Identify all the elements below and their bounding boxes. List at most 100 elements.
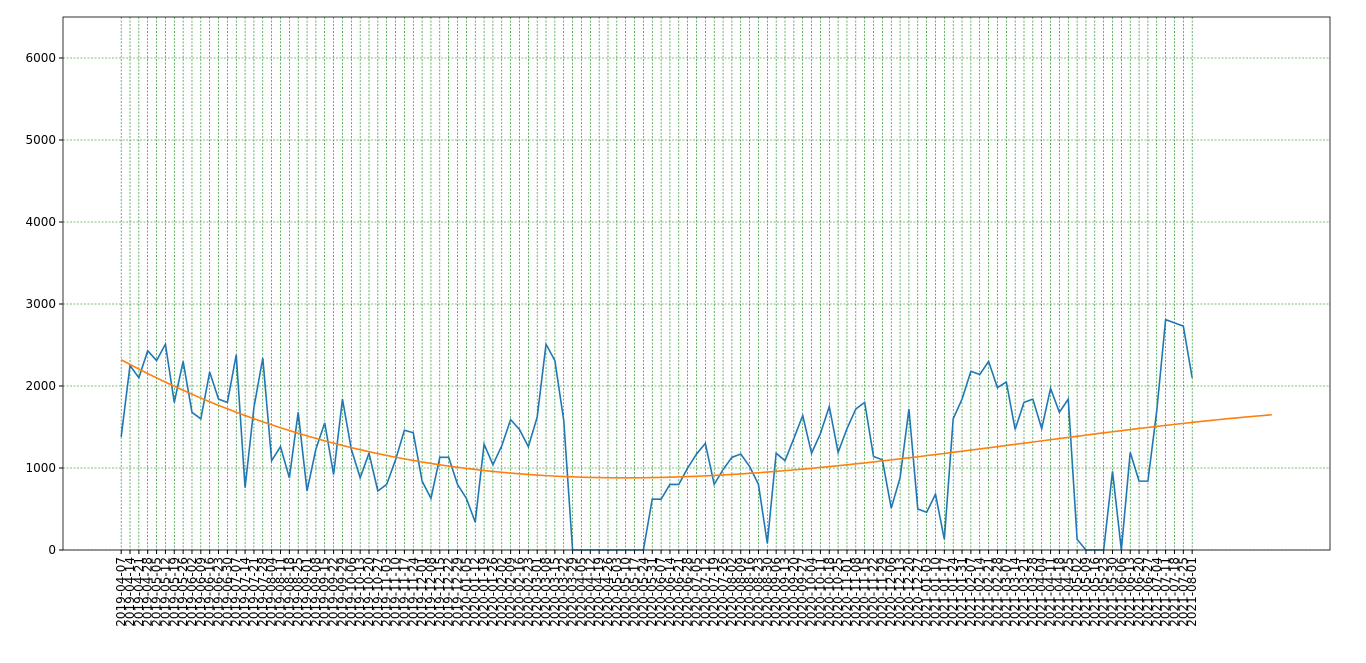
x-tick-label: 2021-02-14 [973, 557, 987, 627]
x-tick-label: 2020-09-13 [778, 557, 792, 627]
x-tick-label: 2020-12-27 [911, 557, 925, 627]
y-tick-label: 2000 [25, 379, 56, 393]
x-tick-label: 2020-09-06 [769, 557, 783, 627]
x-tick-label: 2019-12-08 [424, 557, 438, 627]
x-tick-label: 2021-04-18 [1052, 557, 1066, 627]
y-tick-label: 1000 [25, 461, 56, 475]
x-tick-label: 2020-03-22 [557, 557, 571, 627]
x-tick-label: 2020-04-19 [592, 557, 606, 627]
x-tick-label: 2021-03-07 [999, 557, 1013, 627]
x-tick-label: 2021-01-10 [928, 557, 942, 627]
x-tick-label: 2021-03-21 [1017, 557, 1031, 627]
x-tick-label: 2019-10-20 [362, 557, 376, 627]
x-tick-label: 2021-05-09 [1079, 557, 1093, 627]
x-tick-label: 2020-07-05 [690, 557, 704, 627]
x-tick-label: 2019-07-14 [238, 557, 252, 627]
x-tick-label: 2019-12-15 [433, 557, 447, 627]
x-tick-label: 2021-02-21 [982, 557, 996, 627]
x-tick-label: 2020-01-19 [477, 557, 491, 627]
y-tick-label: 0 [48, 543, 56, 557]
x-tick-label: 2019-12-29 [451, 557, 465, 627]
x-tick-label: 2019-04-14 [123, 557, 137, 627]
x-tick-label: 2019-04-28 [141, 557, 155, 627]
x-tick-label: 2020-01-26 [486, 557, 500, 627]
x-tick-label: 2021-06-06 [1114, 557, 1128, 627]
x-tick-label: 2021-03-28 [1026, 557, 1040, 627]
x-tick-label: 2019-11-10 [389, 557, 403, 627]
x-tick-label: 2021-06-27 [1141, 557, 1155, 627]
x-tick-label: 2020-05-03 [610, 557, 624, 627]
x-tick-label: 2021-01-03 [920, 557, 934, 627]
x-tick-label: 2019-12-22 [442, 557, 456, 627]
x-tick-label: 2020-07-12 [698, 557, 712, 627]
x-tick-label: 2020-07-19 [707, 557, 721, 627]
x-tick-label: 2020-03-01 [530, 557, 544, 627]
x-tick-label: 2020-11-01 [840, 557, 854, 627]
x-tick-label: 2020-10-11 [813, 557, 827, 627]
x-tick-label: 2019-06-09 [194, 557, 208, 627]
x-tick-label: 2021-05-30 [1106, 557, 1120, 627]
x-tick-label: 2020-12-13 [893, 557, 907, 627]
x-tick-label: 2020-08-09 [734, 557, 748, 627]
x-tick-label: 2020-05-31 [645, 557, 659, 627]
x-tick-label: 2019-09-15 [318, 557, 332, 627]
x-tick-label: 2021-05-23 [1097, 557, 1111, 627]
x-tick-label: 2021-06-13 [1123, 557, 1137, 627]
x-tick-label: 2019-09-01 [300, 557, 314, 627]
x-tick-label: 2019-05-05 [150, 557, 164, 627]
x-tick-label: 2021-08-01 [1185, 557, 1199, 627]
x-tick-label: 2020-11-22 [867, 557, 881, 627]
x-tick-label: 2019-10-06 [344, 557, 358, 627]
x-tick-label: 2019-08-25 [291, 557, 305, 627]
x-tick-label: 2020-04-12 [583, 557, 597, 627]
x-tick-label: 2020-12-20 [902, 557, 916, 627]
x-tick-label: 2020-04-26 [601, 557, 615, 627]
x-tick-label: 2020-03-08 [539, 557, 553, 627]
x-tick-label: 2021-07-04 [1150, 557, 1164, 627]
x-tick-label: 2020-10-25 [831, 557, 845, 627]
x-tick-label: 2020-02-23 [521, 557, 535, 627]
x-tick-label: 2020-06-21 [672, 557, 686, 627]
x-tick-label: 2021-05-16 [1088, 557, 1102, 627]
x-tick-label: 2019-08-11 [273, 557, 287, 627]
x-tick-label: 2020-03-29 [566, 557, 580, 627]
x-tick-label: 2020-02-16 [512, 557, 526, 627]
x-tick-label: 2020-06-14 [663, 557, 677, 627]
x-tick-label: 2019-11-17 [397, 557, 411, 627]
x-tick-label: 2020-09-27 [796, 557, 810, 627]
x-tick-label: 2020-06-07 [654, 557, 668, 627]
y-tick-label: 6000 [25, 51, 56, 65]
x-tick-label: 2020-05-10 [619, 557, 633, 627]
y-tick-label: 3000 [25, 297, 56, 311]
x-tick-label: 2019-04-07 [114, 557, 128, 627]
plot-frame [62, 16, 1331, 551]
x-tick-label: 2019-04-21 [132, 557, 146, 627]
x-tick-label: 2021-02-07 [964, 557, 978, 627]
x-tick-label: 2019-09-22 [327, 557, 341, 627]
x-tick-label: 2020-11-15 [858, 557, 872, 627]
x-tick-label: 2020-08-16 [743, 557, 757, 627]
x-tick-label: 2020-03-15 [548, 557, 562, 627]
x-tick-label: 2021-05-02 [1070, 557, 1084, 627]
x-tick-label: 2020-12-06 [884, 557, 898, 627]
x-tick-label: 2019-05-26 [176, 557, 190, 627]
x-tick-label: 2019-06-30 [220, 557, 234, 627]
y-tick-label: 5000 [25, 133, 56, 147]
x-tick-label: 2019-05-19 [167, 557, 181, 627]
y-tick-label: 4000 [25, 215, 56, 229]
x-tick-label: 2019-11-24 [406, 557, 420, 627]
x-tick-label: 2020-08-30 [760, 557, 774, 627]
x-tick-label: 2019-07-21 [247, 557, 261, 627]
x-tick-label: 2019-08-04 [265, 557, 279, 627]
x-tick-label: 2019-11-03 [380, 557, 394, 627]
x-tick-label: 2021-04-04 [1035, 557, 1049, 627]
x-tick-label: 2020-04-05 [574, 557, 588, 627]
x-tick-label: 2021-06-20 [1132, 557, 1146, 627]
x-tick-label: 2020-05-24 [636, 557, 650, 627]
x-tick-label: 2021-03-14 [1008, 557, 1022, 627]
x-tick-label: 2020-07-26 [716, 557, 730, 627]
x-tick-label: 2019-09-29 [335, 557, 349, 627]
x-tick-label: 2020-11-29 [875, 557, 889, 627]
x-tick-label: 2020-10-04 [805, 557, 819, 627]
x-tick-label: 2021-07-18 [1167, 557, 1181, 627]
